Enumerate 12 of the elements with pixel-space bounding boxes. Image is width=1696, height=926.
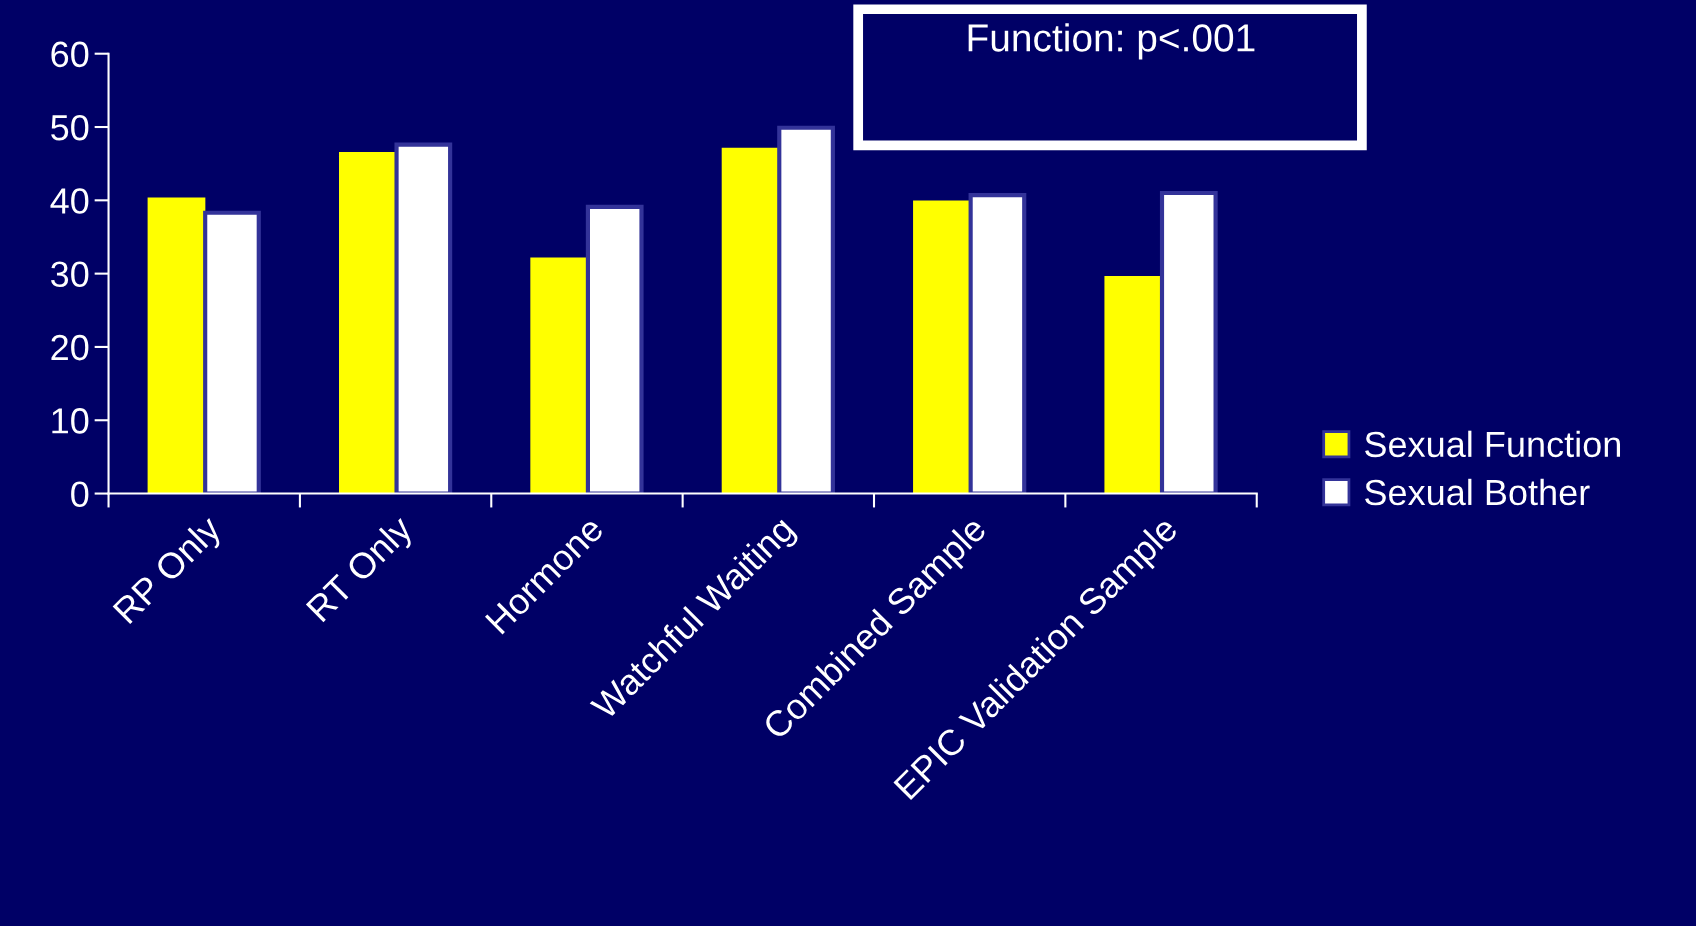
annotation: Function: p<.001: [968, 23, 1255, 60]
y-tick-label: 30: [51, 261, 89, 288]
x-tick-label: RT Only: [304, 513, 420, 628]
y-tick-label: 50: [51, 114, 89, 141]
y-tick-label: 60: [51, 41, 89, 68]
legend-label: Sexual Function: [1365, 430, 1621, 458]
y-tick-label: 20: [51, 334, 89, 361]
legend-label: Sexual Bother: [1365, 478, 1590, 506]
x-tick-label: RP Only: [111, 513, 228, 630]
y-tick-label: 10: [52, 408, 89, 434]
y-tick-label: 40: [50, 188, 89, 214]
y-tick-label: 0: [71, 481, 89, 507]
